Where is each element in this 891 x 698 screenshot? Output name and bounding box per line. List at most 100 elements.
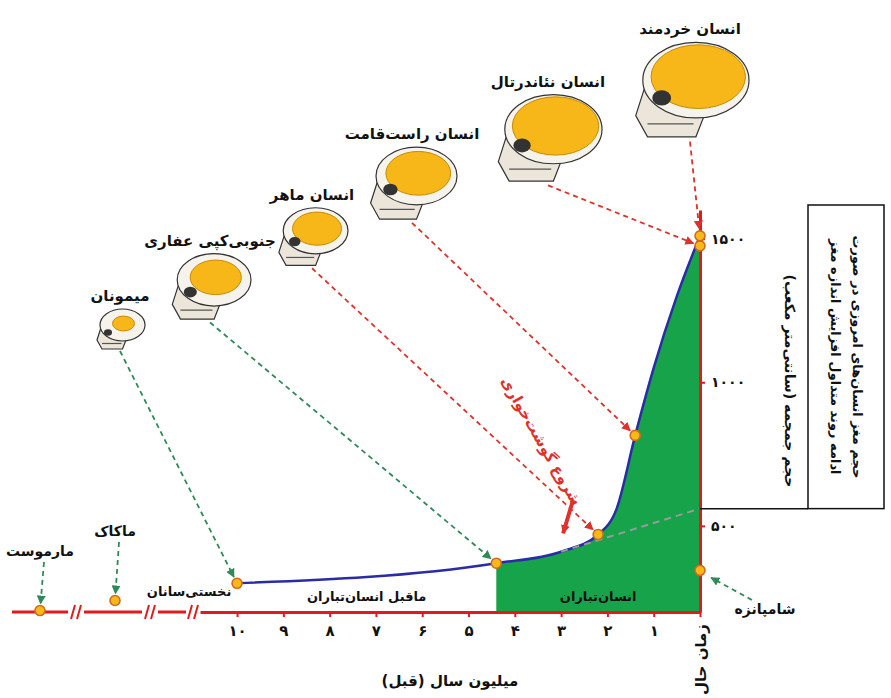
skull-teeth [509,169,551,170]
skull-label: جنوبی‌کپی عفاری [144,232,275,251]
skull-eye [513,138,530,152]
skull-teeth [286,257,314,258]
axis-break [151,605,155,619]
skull-cranium [376,147,457,205]
axis-break [188,605,192,619]
broken-axis [12,605,198,619]
x-tick-label: ۶ [418,622,427,640]
skull-label: انسان ماهر [269,186,354,204]
x-tick-mark [653,612,655,617]
x-tick-label: ۱ [650,622,659,640]
skull-icon [371,147,457,219]
data-point [695,565,705,575]
x-tick: ۴ [511,612,520,640]
data-point [491,558,501,568]
skull-teeth [102,343,122,344]
skull-cranium [283,208,348,254]
axis-break [194,605,198,619]
y-tick: ۱۵۰۰ [700,231,745,247]
x-tick-label: ۳ [557,622,566,640]
x-tick: ۹ [279,612,288,640]
note-text: ادامه روند متداول افزایش اندازه مغز [828,238,843,475]
data-point [630,430,640,440]
region-label: ماقبل انسان‌تباران [307,589,427,604]
y-axis-line [699,211,702,613]
y-tick-mark [700,382,705,384]
x-tick: ۶ [418,612,427,640]
data-point [35,606,45,616]
x-tick-mark [607,612,609,617]
arrow [711,578,752,600]
x-tick: ۲ [603,612,612,640]
skull-cranium [100,309,145,341]
x-axis-line [201,611,701,614]
data-point [593,529,603,539]
skull-label: انسان راست‌قامت [345,125,480,143]
point-label: مارموست [6,543,74,560]
x-tick: ۳ [557,612,566,640]
axis-segment [158,611,186,614]
skull-brain [190,260,241,295]
skull-icon [636,42,749,136]
x-tick-mark [422,612,424,617]
skull-label: انسان خردمند [639,20,741,38]
skull-icon [97,309,145,349]
data-point [695,241,705,251]
x-axis: ۱۰ ۹ ۸ ۷ ۶ ۵ ۴ ۳ ۲ ۱ زمان حال [201,612,710,695]
skull-brain [113,316,135,331]
point-label: ماکاک [94,523,136,539]
labels: میموناننخستی‌سانانجنوبی‌کپی عفاریانسان م… [6,20,795,618]
y-tick: ۱۰۰۰ [700,374,745,390]
arrow [41,562,44,604]
note-box [808,205,884,509]
arrow [210,322,491,558]
point-label: نخستی‌سانان [147,584,231,599]
axis-segment [84,611,142,614]
skull-eye [104,329,112,336]
y-tick: ۵۰۰ [700,518,737,534]
x-tick-label: ۸ [326,622,335,640]
plot-area [237,236,700,612]
skull-icon [279,208,348,266]
skull-eye [383,184,397,196]
x-tick-mark [237,612,239,617]
x-tick-label: زمان حال [692,624,710,695]
points [232,231,705,588]
y-tick-label: ۱۰۰۰ [711,374,745,390]
chart: ۱۰ ۹ ۸ ۷ ۶ ۵ ۴ ۳ ۲ ۱ زمان حال ۵۰۰ ۱۰۰۰ ۱۵۰۰ میلیون سال… [0,0,891,698]
skull-brain [512,97,598,155]
axis-break [77,605,81,619]
skull-cranium [177,254,251,306]
x-tick-mark [468,612,470,617]
y-tick-label: ۱۵۰۰ [711,231,745,247]
x-tick-mark [700,612,702,617]
point-label: شامپانزه [735,601,796,618]
arrow [690,142,699,229]
y-axis: ۵۰۰ ۱۰۰۰ ۱۵۰۰ [700,211,745,613]
x-tick-label: ۴ [511,622,520,640]
x-tick-label: ۱۰ [228,622,246,640]
data-point [695,231,705,241]
axis-break [145,605,149,619]
curve-line [237,236,700,583]
region-label: انسان‌تباران [560,589,637,604]
x-tick-mark [561,612,563,617]
x-tick-mark [329,612,331,617]
x-tick: ۱۰ [228,612,246,640]
x-tick: زمان حال [692,612,710,695]
note-text: حجم مغز انسان‌های امروزی در صورت [850,235,865,478]
broken-axis-points [35,596,120,616]
x-tick: ۸ [326,612,335,640]
arrow [312,268,593,529]
skull-teeth [180,310,212,311]
x-tick: ۷ [372,612,381,640]
skull-brain [651,45,745,109]
axis-break [71,605,75,619]
x-axis-title: میلیون سال (قبل) [382,672,519,690]
annotation: شروع گوشت‌خواری [497,374,585,509]
x-tick-mark [283,612,285,617]
skull-eye [289,237,301,246]
y-axis-title: حجم جمجمه (سانتی‌متر مکعب) [781,275,798,488]
x-tick-label: ۷ [372,622,381,640]
x-tick: ۵ [464,612,473,640]
